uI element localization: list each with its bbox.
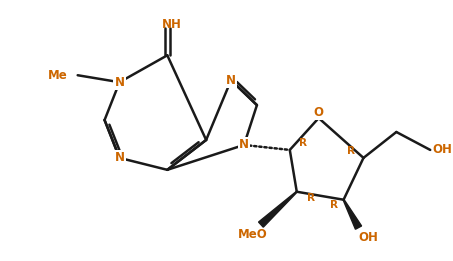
Text: Me: Me — [48, 69, 67, 82]
Text: N: N — [115, 151, 125, 164]
Text: OH: OH — [358, 231, 378, 244]
Polygon shape — [259, 191, 297, 227]
Text: N: N — [239, 138, 249, 151]
Text: R: R — [330, 200, 337, 210]
Text: OH: OH — [432, 143, 452, 156]
Text: R: R — [307, 193, 315, 203]
Text: MeO: MeO — [238, 228, 268, 241]
Text: NH: NH — [162, 18, 182, 31]
Text: R: R — [299, 138, 307, 148]
Text: N: N — [226, 74, 236, 87]
Text: R: R — [347, 146, 355, 156]
Text: O: O — [313, 106, 324, 118]
Polygon shape — [343, 199, 361, 229]
Text: N: N — [115, 76, 125, 89]
